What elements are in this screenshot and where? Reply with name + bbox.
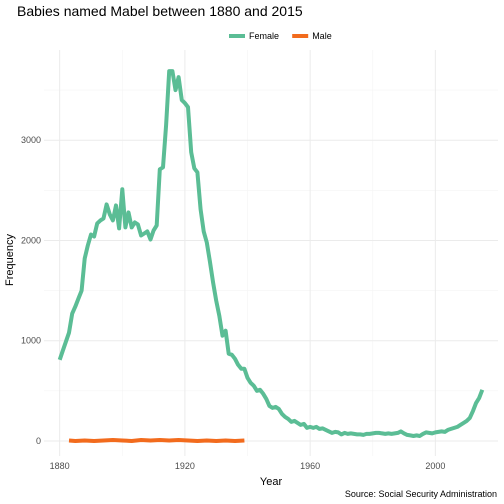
- series-lines: [57, 69, 485, 443]
- chart-title: Babies named Mabel between 1880 and 2015: [17, 3, 303, 19]
- x-tick-label: 1920: [175, 461, 195, 471]
- x-tick-labels: 1880 1920 1960 2000: [50, 461, 446, 471]
- legend: Female Male: [229, 31, 332, 41]
- x-tick-label: 2000: [425, 461, 445, 471]
- y-tick-label: 1000: [21, 336, 41, 346]
- x-tick-label: 1880: [50, 461, 70, 471]
- y-tick-label: 0: [36, 436, 41, 446]
- grid: [44, 50, 498, 456]
- legend-label-female: Female: [249, 31, 279, 41]
- y-axis-label: Frequency: [4, 234, 16, 286]
- y-tick-label: 3000: [21, 135, 41, 145]
- series-line-male: [68, 438, 245, 443]
- series-line-female: [57, 69, 485, 438]
- x-tick-label: 1960: [300, 461, 320, 471]
- chart-caption: Source: Social Security Administration: [345, 489, 497, 499]
- legend-label-male: Male: [312, 31, 332, 41]
- y-tick-label: 2000: [21, 235, 41, 245]
- y-tick-labels: 0 1000 2000 3000: [21, 135, 41, 446]
- x-axis-label: Year: [260, 476, 283, 488]
